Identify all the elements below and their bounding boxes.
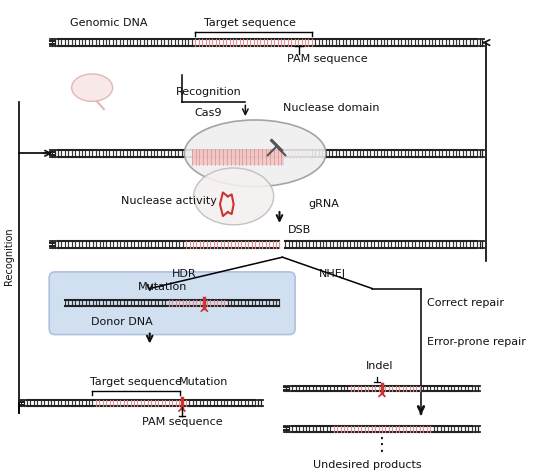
- Text: PAM sequence: PAM sequence: [287, 54, 368, 64]
- Text: Target sequence: Target sequence: [90, 376, 182, 386]
- Text: Indel: Indel: [366, 361, 394, 371]
- Ellipse shape: [194, 168, 274, 225]
- Text: Recognition: Recognition: [177, 87, 242, 97]
- Text: Donor DNA: Donor DNA: [91, 317, 153, 327]
- Text: Recognition: Recognition: [4, 227, 14, 285]
- Text: Undesired products: Undesired products: [313, 460, 422, 470]
- Text: Target sequence: Target sequence: [204, 18, 296, 28]
- Text: Genomic DNA: Genomic DNA: [70, 18, 147, 28]
- Text: Mutation: Mutation: [138, 282, 187, 291]
- Text: DSB: DSB: [288, 225, 311, 235]
- Text: Correct repair: Correct repair: [427, 298, 504, 308]
- Text: Nuclease activity: Nuclease activity: [122, 196, 217, 206]
- Text: Mutation: Mutation: [179, 376, 228, 386]
- Text: gRNA: gRNA: [309, 199, 340, 209]
- Text: HDR: HDR: [172, 269, 197, 279]
- Text: Nuclease domain: Nuclease domain: [283, 103, 379, 113]
- Bar: [191, 149, 284, 165]
- Text: ⋮: ⋮: [373, 436, 391, 454]
- Ellipse shape: [184, 120, 326, 187]
- Ellipse shape: [72, 74, 113, 102]
- Text: Cas9: Cas9: [195, 108, 222, 118]
- FancyBboxPatch shape: [49, 272, 295, 335]
- Text: Error-prone repair: Error-prone repair: [427, 337, 526, 347]
- Text: PAM sequence: PAM sequence: [141, 417, 222, 427]
- Text: NHEJ: NHEJ: [318, 269, 345, 279]
